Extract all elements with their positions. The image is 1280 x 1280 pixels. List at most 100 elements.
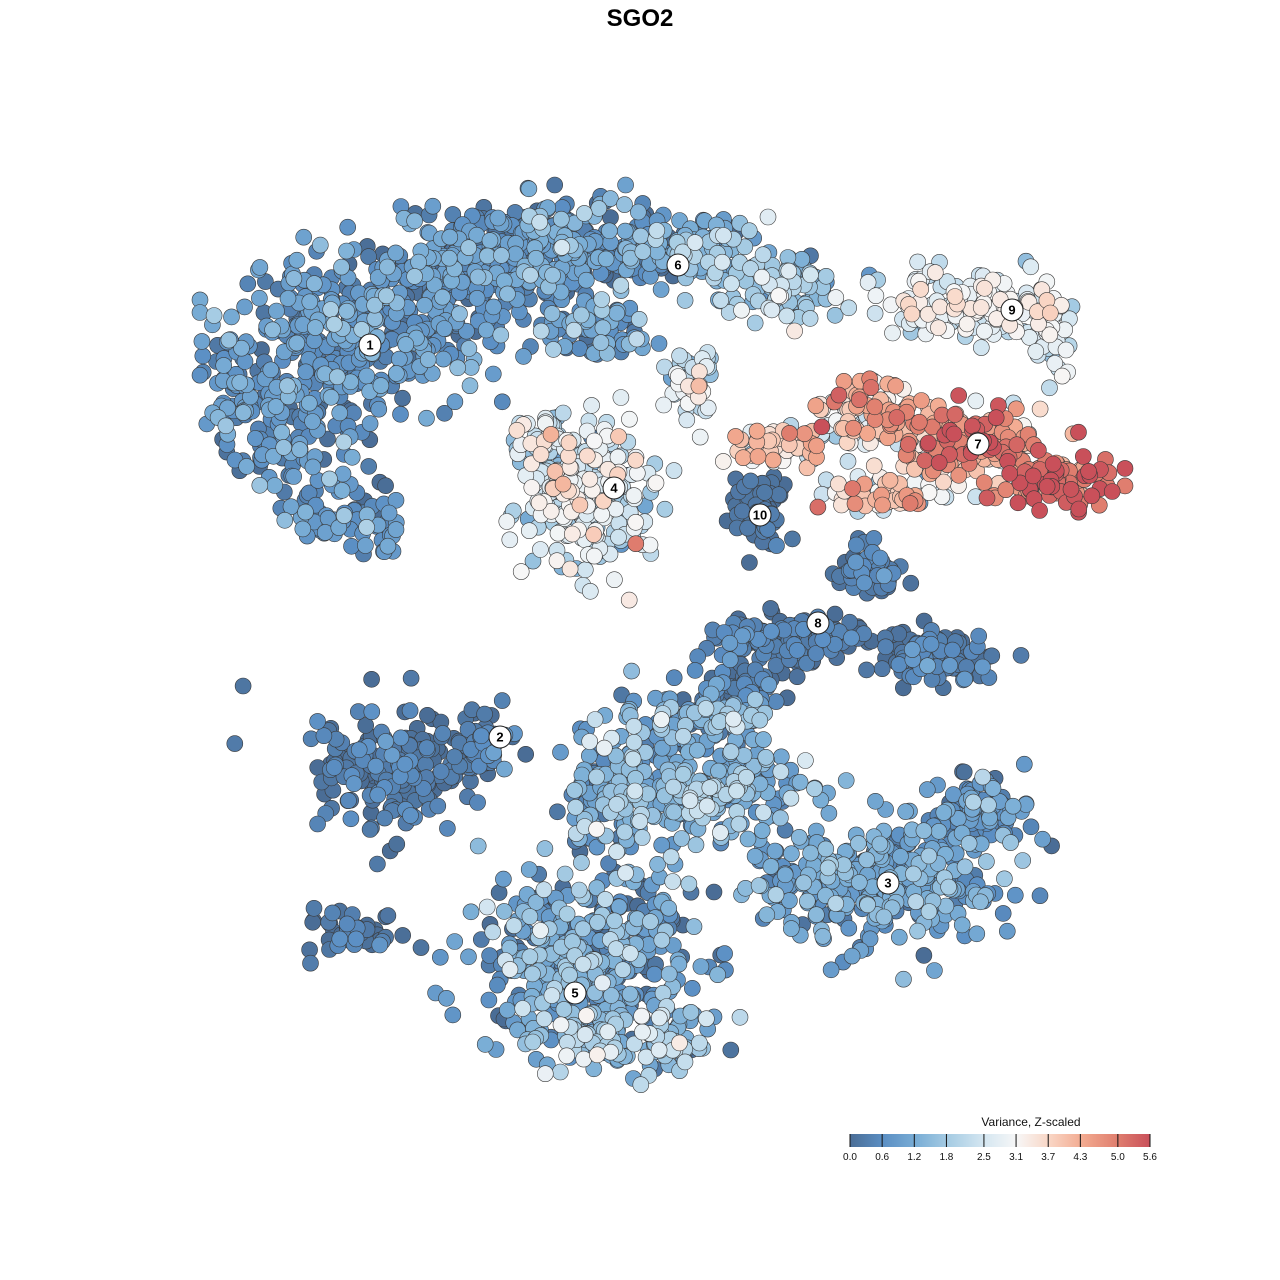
legend-tick-label: 2.5: [977, 1152, 991, 1163]
scatter-point-cluster-2: [325, 759, 343, 776]
scatter-point-cluster-3: [772, 809, 789, 827]
scatter-point-cluster-5: [476, 1036, 494, 1053]
scatter-point-cluster-1: [231, 374, 249, 391]
scatter-point-cluster-3: [875, 908, 893, 926]
scatter-point-cluster-5: [653, 739, 671, 757]
scatter-point-cluster-5: [567, 798, 584, 816]
scatter-point-cluster-5: [705, 883, 723, 901]
scatter-point-cluster-3: [1006, 886, 1024, 904]
scatter-point-cluster-5: [631, 813, 649, 830]
scatter-point-cluster-6: [840, 299, 858, 317]
scatter-point-cluster-1: [193, 333, 211, 350]
scatter-point-cluster-7: [946, 406, 964, 423]
scatter-point-cluster-5: [438, 989, 455, 1007]
scatter-point-cluster-1: [484, 365, 502, 383]
scatter-point-cluster-2: [446, 748, 463, 766]
scatter-point-cluster-7: [901, 495, 919, 512]
scatter-point-cluster-7: [1007, 400, 1025, 418]
scatter-point-cluster-2: [493, 692, 511, 709]
scatter-point-cluster-2: [472, 727, 490, 745]
scatter-point-cluster-3: [920, 903, 938, 920]
scatter-point-cluster-7: [809, 498, 827, 516]
scatter-point-cluster-5: [521, 908, 539, 925]
scatter-point-cluster-3: [909, 922, 926, 940]
scatter-point-cluster-8: [734, 627, 751, 645]
scatter-point-cluster-4: [669, 368, 687, 385]
scatter-point-cluster-4: [585, 526, 603, 543]
scatter-point-cluster-3: [687, 836, 705, 854]
scatter-point-cluster-7: [859, 425, 876, 442]
scatter-point-cluster-3: [814, 927, 832, 945]
scatter-point-cluster-5: [617, 864, 634, 882]
scatter-point-cluster-3: [758, 906, 776, 924]
scatter-point-cluster-3: [897, 803, 914, 820]
scatter-point-cluster-1: [360, 458, 378, 475]
scatter-point-cluster-2: [371, 936, 389, 954]
scatter-point-cluster-7: [913, 392, 930, 409]
scatter-point-cluster-2: [331, 930, 349, 948]
scatter-point-cluster-1: [239, 275, 257, 293]
scatter-point-cluster-5: [595, 739, 613, 757]
scatter-point-cluster-4: [656, 500, 674, 518]
scatter-point-cluster-7: [919, 434, 937, 452]
scatter-point-cluster-7: [1008, 436, 1026, 454]
scatter-point-cluster-7: [967, 392, 985, 410]
scatter-point-cluster-1: [436, 404, 453, 422]
scatter-point-cluster-5: [633, 1007, 650, 1025]
scatter-point-cluster-1: [416, 296, 433, 314]
scatter-point-cluster-6: [565, 321, 583, 339]
scatter-point-cluster-5: [462, 903, 480, 921]
scatter-point-cluster-3: [935, 804, 953, 821]
scatter-point-cluster-1: [325, 315, 343, 333]
scatter-point-cluster-7: [764, 451, 782, 469]
scatter-point-cluster-5: [594, 974, 611, 992]
scatter-point-cluster-4: [532, 446, 550, 463]
scatter-point-cluster-5: [650, 1009, 668, 1027]
scatter-point-cluster-7: [997, 481, 1015, 499]
scatter-point-cluster-8: [855, 574, 873, 592]
scatter-point-cluster-4: [625, 487, 643, 504]
scatter-point-cluster-4: [581, 582, 599, 600]
scatter-point-cluster-5: [711, 713, 728, 731]
scatter-point-cluster-6: [590, 200, 608, 217]
scatter-point-cluster-3: [790, 828, 808, 846]
scatter-point-cluster-7: [899, 436, 917, 453]
scatter-point-cluster-7: [1116, 460, 1134, 477]
scatter-point-cluster-5: [564, 933, 581, 951]
scatter-point-cluster-5: [602, 987, 620, 1004]
scatter-point-cluster-10: [741, 554, 758, 571]
scatter-point-cluster-9: [1057, 341, 1075, 359]
scatter-point-cluster-5: [543, 987, 561, 1004]
scatter-point-cluster-4: [647, 474, 665, 492]
scatter-point-cluster-3: [766, 842, 784, 860]
scatter-point-cluster-7: [916, 452, 934, 469]
scatter-point-cluster-5: [581, 733, 599, 750]
scatter-point-cluster-3: [808, 906, 825, 924]
scatter-point-cluster-1: [306, 319, 324, 336]
scatter-point-cluster-7: [888, 409, 906, 426]
scatter-point-cluster-1: [233, 339, 250, 357]
scatter-point-cluster-1: [275, 439, 293, 456]
scatter-point-cluster-4: [554, 475, 572, 493]
scatter-point-cluster-5: [633, 829, 651, 846]
scatter-point-cluster-6: [571, 340, 588, 357]
scatter-point-cluster-7: [839, 452, 857, 470]
scatter-point-cluster-3: [753, 822, 771, 839]
scatter-point-cluster-3: [1022, 818, 1040, 836]
scatter-point-cluster-2: [388, 835, 406, 853]
legend-tick-label: 1.2: [907, 1152, 921, 1163]
scatter-point-cluster-4: [546, 463, 564, 480]
scatter-point-cluster-1: [288, 334, 306, 352]
scatter-point-cluster-6: [793, 250, 811, 268]
scatter-point-cluster-5: [521, 948, 539, 966]
scatter-point-cluster-7: [748, 422, 766, 440]
scatter-point-cluster-1: [435, 320, 453, 337]
scatter-point-cluster-5: [698, 1010, 715, 1028]
scatter-point-cluster-5: [484, 923, 502, 941]
scatter-point-cluster-3: [665, 778, 682, 796]
scatter-point-cluster-3: [653, 836, 671, 854]
scatter-point-cluster-5: [431, 948, 449, 966]
scatter-point-cluster-6: [650, 335, 668, 352]
scatter-point-cluster-3: [837, 772, 855, 789]
